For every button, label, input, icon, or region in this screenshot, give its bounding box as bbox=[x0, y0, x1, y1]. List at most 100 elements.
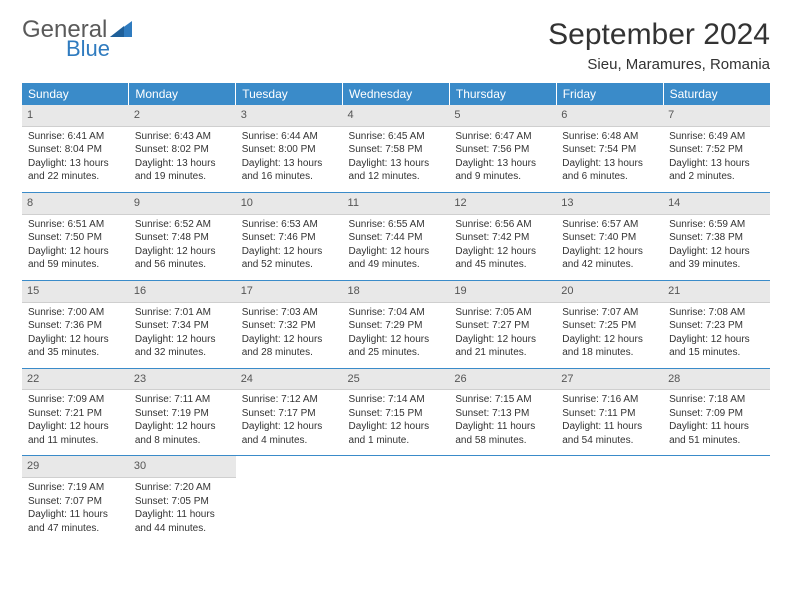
sunset-text: Sunset: 7:56 PM bbox=[455, 143, 550, 157]
dl1-text: Daylight: 12 hours bbox=[669, 333, 764, 347]
day-cell: 29Sunrise: 7:19 AMSunset: 7:07 PMDayligh… bbox=[22, 456, 129, 543]
sunset-text: Sunset: 8:02 PM bbox=[135, 143, 230, 157]
sunrise-text: Sunrise: 7:15 AM bbox=[455, 393, 550, 407]
dl1-text: Daylight: 12 hours bbox=[349, 420, 444, 434]
day-number: 13 bbox=[556, 193, 663, 215]
dl1-text: Daylight: 12 hours bbox=[135, 420, 230, 434]
sunrise-text: Sunrise: 7:18 AM bbox=[669, 393, 764, 407]
sunset-text: Sunset: 7:46 PM bbox=[242, 231, 337, 245]
sunset-text: Sunset: 7:15 PM bbox=[349, 407, 444, 421]
sunset-text: Sunset: 7:17 PM bbox=[242, 407, 337, 421]
dl1-text: Daylight: 11 hours bbox=[669, 420, 764, 434]
dl1-text: Daylight: 12 hours bbox=[28, 333, 123, 347]
day-cell: 2Sunrise: 6:43 AMSunset: 8:02 PMDaylight… bbox=[129, 105, 236, 192]
week-row: 22Sunrise: 7:09 AMSunset: 7:21 PMDayligh… bbox=[22, 368, 770, 456]
sunrise-text: Sunrise: 6:53 AM bbox=[242, 218, 337, 232]
dl2-text: and 8 minutes. bbox=[135, 434, 230, 448]
dl2-text: and 28 minutes. bbox=[242, 346, 337, 360]
day-label: Friday bbox=[556, 83, 663, 105]
day-number: 19 bbox=[449, 281, 556, 303]
day-number: 8 bbox=[22, 193, 129, 215]
sunrise-text: Sunrise: 6:52 AM bbox=[135, 218, 230, 232]
day-cell: 12Sunrise: 6:56 AMSunset: 7:42 PMDayligh… bbox=[449, 192, 556, 280]
day-details: Sunrise: 7:03 AMSunset: 7:32 PMDaylight:… bbox=[242, 306, 337, 360]
day-number: 2 bbox=[129, 105, 236, 127]
sunrise-text: Sunrise: 6:44 AM bbox=[242, 130, 337, 144]
sunrise-text: Sunrise: 6:55 AM bbox=[349, 218, 444, 232]
dl2-text: and 39 minutes. bbox=[669, 258, 764, 272]
dl2-text: and 15 minutes. bbox=[669, 346, 764, 360]
day-cell: 8 Sunrise: 6:51 AMSunset: 7:50 PMDaylight… bbox=[22, 192, 129, 280]
day-cell bbox=[236, 456, 343, 543]
dl1-text: Daylight: 12 hours bbox=[242, 245, 337, 259]
dl2-text: and 4 minutes. bbox=[242, 434, 337, 448]
day-number: 21 bbox=[663, 281, 770, 303]
sunset-text: Sunset: 7:54 PM bbox=[562, 143, 657, 157]
dl1-text: Daylight: 12 hours bbox=[562, 245, 657, 259]
day-number: 3 bbox=[236, 105, 343, 127]
dl2-text: and 54 minutes. bbox=[562, 434, 657, 448]
dl2-text: and 49 minutes. bbox=[349, 258, 444, 272]
dl1-text: Daylight: 11 hours bbox=[135, 508, 230, 522]
dl1-text: Daylight: 12 hours bbox=[349, 245, 444, 259]
dl2-text: and 11 minutes. bbox=[28, 434, 123, 448]
sunset-text: Sunset: 7:52 PM bbox=[669, 143, 764, 157]
sunrise-text: Sunrise: 7:09 AM bbox=[28, 393, 123, 407]
sunrise-text: Sunrise: 6:43 AM bbox=[135, 130, 230, 144]
sunrise-text: Sunrise: 6:47 AM bbox=[455, 130, 550, 144]
day-number: 6 bbox=[556, 105, 663, 127]
day-cell: 10Sunrise: 6:53 AMSunset: 7:46 PMDayligh… bbox=[236, 192, 343, 280]
logo: General Blue bbox=[22, 18, 132, 60]
sunrise-text: Sunrise: 6:48 AM bbox=[562, 130, 657, 144]
day-details: Sunrise: 7:11 AMSunset: 7:19 PMDaylight:… bbox=[135, 393, 230, 447]
day-cell: 6Sunrise: 6:48 AMSunset: 7:54 PMDaylight… bbox=[556, 105, 663, 192]
day-details: Sunrise: 7:15 AMSunset: 7:13 PMDaylight:… bbox=[455, 393, 550, 447]
dl2-text: and 45 minutes. bbox=[455, 258, 550, 272]
dl2-text: and 44 minutes. bbox=[135, 522, 230, 536]
day-cell: 1 Sunrise: 6:41 AMSunset: 8:04 PMDaylight… bbox=[22, 105, 129, 192]
sunrise-text: Sunrise: 6:41 AM bbox=[28, 130, 123, 144]
sunrise-text: Sunrise: 7:14 AM bbox=[349, 393, 444, 407]
day-label: Monday bbox=[129, 83, 236, 105]
dl2-text: and 18 minutes. bbox=[562, 346, 657, 360]
day-number: 15 bbox=[22, 281, 129, 303]
day-header-row: Sunday Monday Tuesday Wednesday Thursday… bbox=[22, 83, 770, 105]
dl1-text: Daylight: 12 hours bbox=[455, 333, 550, 347]
day-cell: 20Sunrise: 7:07 AMSunset: 7:25 PMDayligh… bbox=[556, 280, 663, 368]
dl1-text: Daylight: 12 hours bbox=[135, 333, 230, 347]
day-cell bbox=[663, 456, 770, 543]
month-title: September 2024 bbox=[548, 18, 770, 52]
day-cell: 28Sunrise: 7:18 AMSunset: 7:09 PMDayligh… bbox=[663, 368, 770, 456]
day-label: Thursday bbox=[449, 83, 556, 105]
sunset-text: Sunset: 7:38 PM bbox=[669, 231, 764, 245]
sunrise-text: Sunrise: 7:04 AM bbox=[349, 306, 444, 320]
day-details: Sunrise: 7:09 AMSunset: 7:21 PMDaylight:… bbox=[28, 393, 123, 447]
sunset-text: Sunset: 7:23 PM bbox=[669, 319, 764, 333]
dl1-text: Daylight: 12 hours bbox=[562, 333, 657, 347]
day-cell: 26Sunrise: 7:15 AMSunset: 7:13 PMDayligh… bbox=[449, 368, 556, 456]
sunset-text: Sunset: 7:05 PM bbox=[135, 495, 230, 509]
day-details: Sunrise: 6:51 AMSunset: 7:50 PMDaylight:… bbox=[28, 218, 123, 272]
day-details: Sunrise: 6:41 AMSunset: 8:04 PMDaylight:… bbox=[28, 130, 123, 184]
day-cell: 5Sunrise: 6:47 AMSunset: 7:56 PMDaylight… bbox=[449, 105, 556, 192]
dl1-text: Daylight: 11 hours bbox=[455, 420, 550, 434]
sunrise-text: Sunrise: 7:11 AM bbox=[135, 393, 230, 407]
dl2-text: and 21 minutes. bbox=[455, 346, 550, 360]
sunset-text: Sunset: 7:19 PM bbox=[135, 407, 230, 421]
sunset-text: Sunset: 7:09 PM bbox=[669, 407, 764, 421]
day-cell: 25Sunrise: 7:14 AMSunset: 7:15 PMDayligh… bbox=[343, 368, 450, 456]
day-cell: 13Sunrise: 6:57 AMSunset: 7:40 PMDayligh… bbox=[556, 192, 663, 280]
day-number: 23 bbox=[129, 369, 236, 391]
day-cell: 17Sunrise: 7:03 AMSunset: 7:32 PMDayligh… bbox=[236, 280, 343, 368]
day-cell: 30Sunrise: 7:20 AMSunset: 7:05 PMDayligh… bbox=[129, 456, 236, 543]
sunset-text: Sunset: 7:58 PM bbox=[349, 143, 444, 157]
week-row: 1 Sunrise: 6:41 AMSunset: 8:04 PMDaylight… bbox=[22, 105, 770, 192]
day-details: Sunrise: 7:14 AMSunset: 7:15 PMDaylight:… bbox=[349, 393, 444, 447]
day-details: Sunrise: 6:53 AMSunset: 7:46 PMDaylight:… bbox=[242, 218, 337, 272]
day-label: Sunday bbox=[22, 83, 129, 105]
sunrise-text: Sunrise: 7:12 AM bbox=[242, 393, 337, 407]
day-number: 1 bbox=[22, 105, 129, 127]
day-details: Sunrise: 7:20 AMSunset: 7:05 PMDaylight:… bbox=[135, 481, 230, 535]
day-details: Sunrise: 6:59 AMSunset: 7:38 PMDaylight:… bbox=[669, 218, 764, 272]
day-number: 18 bbox=[343, 281, 450, 303]
